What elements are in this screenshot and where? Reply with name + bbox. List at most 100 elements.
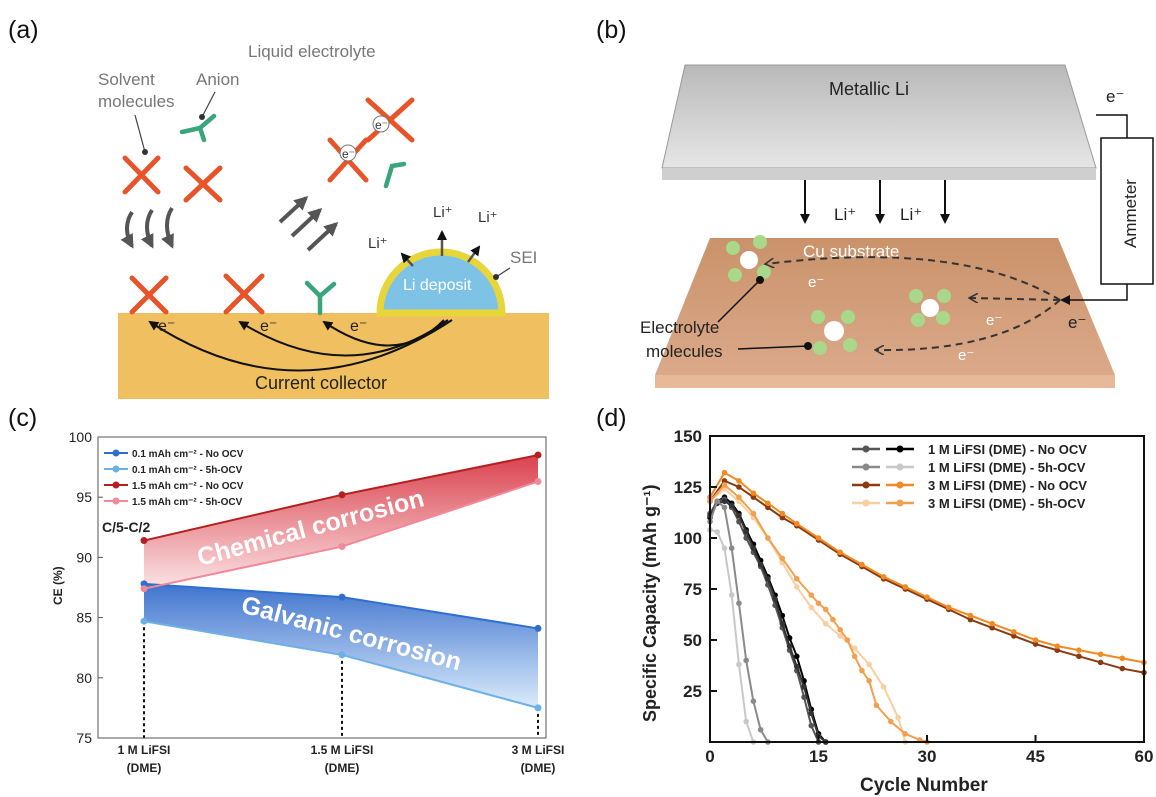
- data-point: [967, 616, 974, 623]
- legend-marker: [112, 449, 120, 457]
- x-tick-label: 1 M LiFSI: [118, 743, 171, 757]
- data-point: [1076, 647, 1082, 653]
- chart-d-series: [707, 469, 1147, 745]
- collector-electron-2: e⁻: [260, 318, 277, 335]
- data-point: [750, 510, 757, 517]
- solvent-pointer: [134, 114, 146, 153]
- data-point: [338, 543, 346, 551]
- data-point: [794, 663, 800, 670]
- data-point: [772, 596, 778, 602]
- electrolyte-molecule: [909, 289, 951, 327]
- chart-c-series: [140, 451, 542, 712]
- data-point: [1032, 637, 1039, 643]
- panel-a-label: (a): [8, 16, 39, 44]
- legend-marker: [896, 445, 904, 453]
- x-tick-label: (DME): [325, 761, 360, 775]
- y-tick-label: 100: [69, 429, 93, 445]
- solvent-molecule-adsorbed: [223, 273, 265, 315]
- x-tick-label: 0: [705, 747, 714, 766]
- data-point: [743, 529, 749, 535]
- legend-label: 0.1 mAh cm⁻² - No OCV: [132, 449, 244, 460]
- data-point: [779, 620, 786, 627]
- panel-c: (c) 75 80 85 90 95 100 1 M LiFSI (DME) 1.5 M Li…: [8, 404, 564, 775]
- x-tick-label: 30: [918, 747, 937, 766]
- chart-c-condition-label: C/5-C/2: [102, 519, 150, 535]
- legend-label: 3 M LiFSI (DME) - 5h-OCV: [928, 496, 1086, 511]
- solvent-leave-arrows: [278, 195, 339, 252]
- electrolyte-pointer-2: [737, 345, 809, 350]
- y-tick-label: 25: [683, 682, 702, 701]
- chart-c-x-axis: 1 M LiFSI (DME) 1.5 M LiFSI (DME) 3 M LiFSI (…: [118, 743, 565, 775]
- data-point: [534, 451, 542, 459]
- chart-c-legend: 0.1 mAh cm⁻² - No OCV 0.1 mAh cm⁻² - 5h-O…: [104, 449, 244, 508]
- data-point: [765, 535, 771, 541]
- data-point: [794, 653, 800, 660]
- metallic-li-slab-edge: [662, 168, 1096, 180]
- data-point: [1032, 641, 1039, 647]
- data-point: [750, 490, 757, 496]
- electrolyte-pointer-dot-2: [804, 342, 812, 350]
- panel-c-label: (c): [8, 404, 37, 432]
- solvent-approach-arrows: [120, 206, 174, 249]
- legend-marker: [112, 497, 120, 505]
- data-point: [714, 498, 721, 505]
- solvent-molecules-label-1: Solvent: [98, 70, 155, 89]
- li-ion-label-b2: Li⁺: [900, 205, 922, 224]
- panel-a: (a) Liquid electrolyte Solvent molecules…: [8, 16, 549, 399]
- anion: [383, 161, 407, 189]
- data-point: [1054, 643, 1060, 649]
- legend-label: 1 M LiFSI (DME) - 5h-OCV: [928, 460, 1086, 475]
- chart-d-xlabel: Cycle Number: [860, 775, 988, 796]
- legend-marker: [112, 465, 120, 473]
- data-point: [1076, 653, 1082, 660]
- legend-marker: [112, 481, 120, 489]
- data-point: [1097, 651, 1104, 658]
- liquid-electrolyte-label: Liquid electrolyte: [248, 42, 376, 61]
- solvent-molecules-label-2: molecules: [98, 92, 175, 111]
- surface-electron-2: e⁻: [986, 312, 1002, 329]
- chemical-corrosion-band: [144, 455, 538, 589]
- x-tick-label: 60: [1135, 747, 1154, 766]
- data-point: [873, 702, 880, 709]
- panel-d-label: (d): [596, 404, 627, 432]
- data-point: [1011, 633, 1017, 639]
- electron-transfer-arcs: [148, 319, 453, 372]
- current-collector-label: Current collector: [255, 373, 387, 393]
- chart-c-ylabel: CE (%): [51, 566, 65, 605]
- data-point: [714, 529, 721, 535]
- chart-c-y-axis: 75 80 85 90 95 100: [69, 429, 103, 746]
- x-tick-label: 15: [809, 747, 828, 766]
- data-point: [815, 600, 822, 607]
- electrolyte-molecules-label-1: Electrolyte: [640, 318, 719, 337]
- data-point: [822, 620, 829, 627]
- chart-c-frame: [97, 436, 547, 739]
- data-point: [830, 616, 836, 623]
- data-point: [1119, 665, 1126, 672]
- data-point: [880, 573, 887, 580]
- data-point: [866, 661, 872, 668]
- panel-b: (b) Metallic Li Cu substrate Li⁺ Li⁺ Amm…: [596, 16, 1154, 388]
- data-point: [786, 643, 793, 649]
- data-point: [859, 667, 865, 674]
- data-point: [851, 653, 858, 660]
- data-point: [721, 545, 728, 551]
- data-point: [750, 494, 757, 501]
- data-point: [721, 478, 728, 484]
- data-point: [721, 498, 728, 505]
- electrolyte-molecule: [726, 235, 771, 282]
- data-point: [866, 678, 872, 684]
- data-point: [534, 704, 542, 712]
- li-ion-2: Li⁺: [433, 204, 453, 221]
- data-point: [880, 684, 887, 690]
- legend-marker: [896, 463, 904, 471]
- x-tick-label: 45: [1026, 747, 1045, 766]
- solvent-electron-circle: [372, 115, 390, 133]
- data-point: [779, 514, 786, 521]
- ammeter-label: Ammeter: [1121, 179, 1140, 248]
- ammeter-circuit: [1060, 114, 1128, 305]
- legend-marker: [862, 499, 870, 507]
- solvent-pointer-dot: [142, 149, 148, 155]
- anion-pointer-dot: [199, 114, 205, 120]
- data-point: [736, 484, 742, 490]
